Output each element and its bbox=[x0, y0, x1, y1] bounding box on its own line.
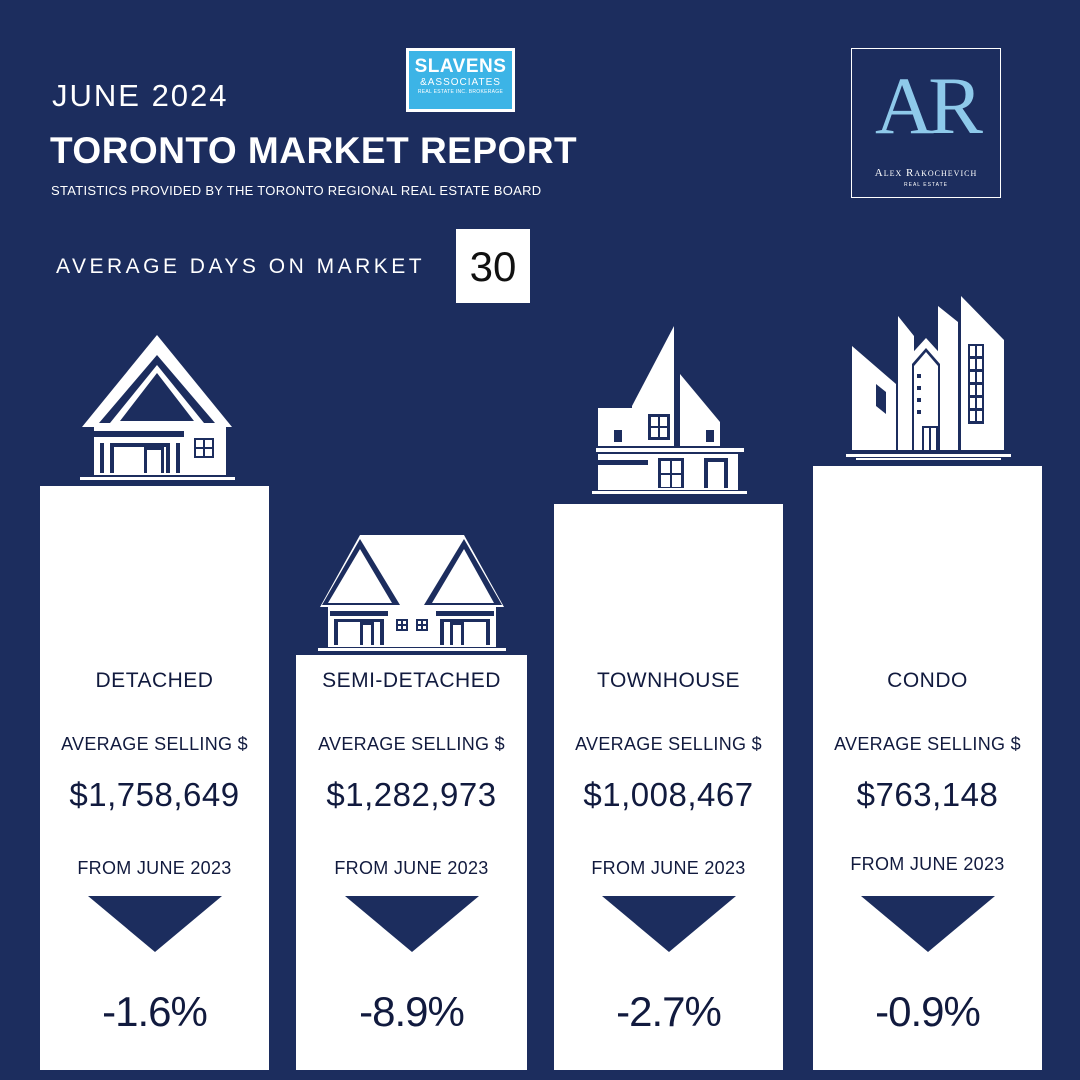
down-triangle-icon bbox=[860, 896, 995, 952]
card-from-label: FROM JUNE 2023 bbox=[591, 858, 746, 878]
card-from-label: FROM JUNE 2023 bbox=[334, 858, 489, 878]
card-change: -0.9% bbox=[875, 988, 981, 1035]
agent-logo-name: Alex Rakochevich bbox=[874, 167, 978, 179]
condo-building-icon bbox=[846, 296, 1011, 460]
report-title: TORONTO MARKET REPORT bbox=[50, 130, 578, 171]
down-triangle-icon bbox=[87, 896, 222, 952]
card-type: TOWNHOUSE bbox=[597, 669, 740, 692]
card-detached: DETACHED AVERAGE SELLING $ $1,758,649 FR… bbox=[40, 486, 269, 1070]
agent-logo-monogram: AR bbox=[875, 60, 983, 151]
card-change: -2.7% bbox=[616, 988, 722, 1035]
down-triangle-icon bbox=[344, 896, 479, 952]
report-subtitle: STATISTICS PROVIDED BY THE TORONTO REGIO… bbox=[51, 183, 542, 198]
townhouse-icon bbox=[592, 326, 747, 494]
card-townhouse: TOWNHOUSE AVERAGE SELLING $ $1,008,467 F… bbox=[554, 504, 783, 1070]
card-price: $763,148 bbox=[856, 776, 999, 813]
days-on-market-label: AVERAGE DAYS ON MARKET bbox=[56, 255, 426, 278]
card-price: $1,008,467 bbox=[583, 776, 754, 813]
card-price: $1,758,649 bbox=[69, 776, 240, 813]
card-change: -8.9% bbox=[359, 988, 465, 1035]
card-avg-label: AVERAGE SELLING $ bbox=[318, 734, 505, 754]
brokerage-logo-tagline: REAL ESTATE INC. BROKERAGE bbox=[417, 89, 504, 95]
card-from-label: FROM JUNE 2023 bbox=[77, 858, 232, 878]
card-avg-label: AVERAGE SELLING $ bbox=[575, 734, 762, 754]
report-month: JUNE 2024 bbox=[52, 78, 229, 113]
detached-house-icon bbox=[80, 335, 235, 480]
card-from-label: FROM JUNE 2023 bbox=[850, 854, 1005, 874]
card-type: SEMI-DETACHED bbox=[322, 669, 501, 692]
brokerage-logo-name: SLAVENS bbox=[414, 56, 507, 77]
brokerage-logo: SLAVENS &ASSOCIATES REAL ESTATE INC. BRO… bbox=[406, 48, 515, 112]
card-avg-label: AVERAGE SELLING $ bbox=[61, 734, 248, 754]
card-change: -1.6% bbox=[102, 988, 208, 1035]
card-type: DETACHED bbox=[95, 669, 214, 692]
card-semi-detached: SEMI-DETACHED AVERAGE SELLING $ $1,282,9… bbox=[296, 655, 527, 1070]
days-on-market-value: 30 bbox=[456, 229, 530, 303]
card-type: CONDO bbox=[887, 669, 968, 692]
semi-detached-house-icon bbox=[318, 535, 506, 651]
agent-logo: AR Alex Rakochevich REAL ESTATE bbox=[851, 48, 1001, 198]
card-price: $1,282,973 bbox=[326, 776, 497, 813]
down-triangle-icon bbox=[601, 896, 736, 952]
card-condo: CONDO AVERAGE SELLING $ $763,148 FROM JU… bbox=[813, 466, 1042, 1070]
agent-logo-sub: REAL ESTATE bbox=[904, 182, 948, 188]
card-avg-label: AVERAGE SELLING $ bbox=[834, 734, 1021, 754]
brokerage-logo-sub: &ASSOCIATES bbox=[420, 77, 501, 88]
